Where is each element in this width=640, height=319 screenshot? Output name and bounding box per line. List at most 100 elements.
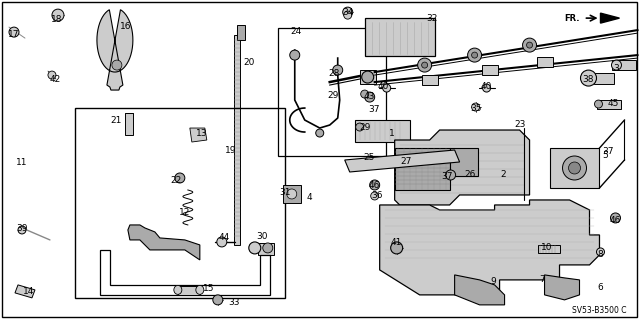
Bar xyxy=(450,148,477,176)
Circle shape xyxy=(18,226,26,234)
Polygon shape xyxy=(600,13,620,23)
Bar xyxy=(234,35,240,245)
Text: SV53-B3500 C: SV53-B3500 C xyxy=(572,306,626,315)
Polygon shape xyxy=(395,130,529,205)
Circle shape xyxy=(356,123,364,131)
Text: 38: 38 xyxy=(583,75,595,84)
Circle shape xyxy=(249,242,260,254)
Text: 23: 23 xyxy=(514,120,525,129)
Text: 41: 41 xyxy=(391,238,403,248)
Circle shape xyxy=(390,242,403,254)
Bar xyxy=(481,65,497,75)
Bar xyxy=(283,185,301,203)
Circle shape xyxy=(362,71,374,83)
Text: 12: 12 xyxy=(179,208,191,218)
Text: 24: 24 xyxy=(290,26,301,36)
Circle shape xyxy=(52,9,64,21)
Polygon shape xyxy=(380,200,600,295)
Circle shape xyxy=(175,173,185,183)
Circle shape xyxy=(361,90,369,98)
Bar xyxy=(395,148,450,190)
Text: 44: 44 xyxy=(218,234,229,242)
Text: 20: 20 xyxy=(243,58,255,67)
Circle shape xyxy=(522,38,536,52)
Bar xyxy=(237,25,244,40)
Text: 40: 40 xyxy=(378,82,389,91)
Text: 14: 14 xyxy=(23,287,35,296)
Circle shape xyxy=(344,11,352,19)
Circle shape xyxy=(370,180,380,190)
Bar xyxy=(595,73,614,84)
Text: 30: 30 xyxy=(256,233,268,241)
Text: 46: 46 xyxy=(610,217,621,226)
Text: 7: 7 xyxy=(540,275,545,285)
Circle shape xyxy=(217,237,227,247)
Text: 36: 36 xyxy=(371,191,383,200)
Circle shape xyxy=(595,100,602,108)
Circle shape xyxy=(263,243,273,253)
Circle shape xyxy=(483,84,491,92)
Circle shape xyxy=(9,27,19,37)
Circle shape xyxy=(418,58,431,72)
Circle shape xyxy=(568,162,580,174)
Circle shape xyxy=(316,129,324,137)
Bar xyxy=(612,60,636,70)
Ellipse shape xyxy=(196,286,204,294)
Circle shape xyxy=(365,92,374,102)
Text: 32: 32 xyxy=(426,14,437,23)
Bar xyxy=(360,70,376,84)
Polygon shape xyxy=(545,275,579,300)
Text: 17: 17 xyxy=(8,30,20,39)
Bar xyxy=(598,100,621,109)
Text: FR.: FR. xyxy=(564,14,580,23)
Circle shape xyxy=(611,213,620,223)
Text: 19: 19 xyxy=(225,145,237,154)
Polygon shape xyxy=(128,225,200,260)
Bar xyxy=(538,245,559,253)
Text: 35: 35 xyxy=(470,104,481,113)
Bar xyxy=(75,108,285,298)
Text: 40: 40 xyxy=(481,82,492,91)
Text: 8: 8 xyxy=(598,250,604,259)
Circle shape xyxy=(48,71,56,79)
Polygon shape xyxy=(190,128,207,142)
Text: 18: 18 xyxy=(51,15,63,24)
Bar xyxy=(355,120,410,142)
Text: 10: 10 xyxy=(541,243,552,252)
Circle shape xyxy=(371,192,379,200)
Polygon shape xyxy=(454,275,504,305)
Bar xyxy=(125,113,133,135)
Polygon shape xyxy=(97,10,133,90)
Polygon shape xyxy=(15,285,35,298)
Bar xyxy=(536,57,552,67)
Text: 4: 4 xyxy=(307,193,312,203)
Circle shape xyxy=(468,48,481,62)
Circle shape xyxy=(422,62,428,68)
Circle shape xyxy=(611,60,621,70)
Bar xyxy=(365,18,435,56)
Text: 39: 39 xyxy=(16,225,28,234)
Text: 29: 29 xyxy=(359,122,371,131)
Circle shape xyxy=(383,84,390,92)
Ellipse shape xyxy=(174,286,182,294)
Text: 6: 6 xyxy=(598,283,604,293)
Text: 13: 13 xyxy=(196,129,207,137)
Circle shape xyxy=(287,189,297,199)
Circle shape xyxy=(112,60,122,70)
Text: 5: 5 xyxy=(603,151,609,160)
Text: 29: 29 xyxy=(327,91,339,100)
Text: 16: 16 xyxy=(120,22,132,31)
Circle shape xyxy=(213,295,223,305)
Circle shape xyxy=(580,70,596,86)
Text: 3: 3 xyxy=(614,63,620,73)
Text: 28: 28 xyxy=(328,69,339,78)
Circle shape xyxy=(472,52,477,58)
Circle shape xyxy=(563,156,586,180)
Text: 21: 21 xyxy=(110,115,122,124)
Text: 33: 33 xyxy=(228,298,239,308)
Text: 26: 26 xyxy=(464,170,476,180)
Bar xyxy=(258,243,274,255)
Text: 2: 2 xyxy=(500,170,506,180)
Text: 34: 34 xyxy=(342,8,353,17)
Bar xyxy=(422,75,438,85)
